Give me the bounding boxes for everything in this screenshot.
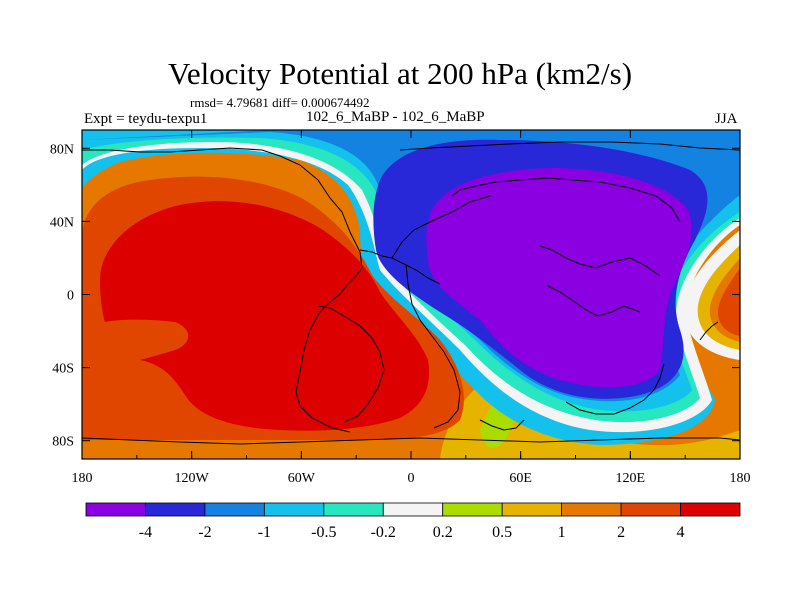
colorbar-label: 2 — [617, 524, 625, 541]
colorbar-swatch — [501, 502, 563, 517]
run-label: 102_6_MaBP - 102_6_MaBP — [306, 109, 485, 125]
colorbar-swatch — [382, 502, 444, 517]
contour-field — [82, 130, 740, 459]
y-axis-ticks: 80N 40N 0 40S 80S — [50, 142, 740, 450]
x-tick-label: 120E — [616, 471, 646, 486]
x-tick-label: 0 — [408, 471, 415, 486]
colorbar-swatch — [145, 502, 206, 517]
y-tick-label: 80N — [50, 142, 74, 157]
colorbar-label: 0.2 — [433, 524, 453, 541]
x-tick-label: 60W — [288, 471, 316, 486]
colorbar-swatch — [263, 502, 325, 517]
colorbar: -4 -2 -1 -0.5 -0.2 0.2 0.5 1 2 4 — [85, 502, 741, 541]
colorbar-swatch — [561, 502, 622, 517]
y-tick-label: 40S — [52, 362, 74, 377]
y-tick-label: 40N — [50, 215, 74, 230]
colorbar-label: -0.5 — [311, 524, 336, 541]
colorbar-swatch — [620, 502, 681, 517]
band-purple — [426, 168, 692, 388]
x-tick-label: 120W — [175, 471, 210, 486]
y-tick-label: 80S — [52, 435, 74, 450]
x-tick-label: 60E — [509, 471, 532, 486]
colorbar-label: -1 — [258, 524, 271, 541]
stats-text: rmsd= 4.79681 diff= 0.000674492 — [190, 95, 370, 110]
colorbar-swatch — [323, 502, 384, 517]
colorbar-label: 1 — [558, 524, 566, 541]
colorbar-label: -0.2 — [371, 524, 396, 541]
colorbar-swatch — [85, 502, 146, 517]
coastlines — [82, 141, 740, 445]
colorbar-label: 0.5 — [492, 524, 512, 541]
y-tick-label: 0 — [67, 289, 74, 304]
colorbar-label: -2 — [198, 524, 211, 541]
colorbar-label: 4 — [677, 524, 685, 541]
x-tick-label: 180 — [72, 471, 93, 486]
colorbar-label: -4 — [139, 524, 152, 541]
season-label: JJA — [715, 111, 738, 127]
band-gt-4 — [100, 201, 430, 431]
colorbar-swatch — [204, 502, 265, 517]
colorbar-swatch — [442, 502, 503, 517]
x-axis-ticks: 180 120W 60W 0 60E 120E 180 — [72, 130, 751, 486]
x-tick-label: 180 — [730, 471, 751, 486]
colorbar-swatch — [680, 502, 741, 517]
experiment-label: Expt = teydu-texpu1 — [84, 111, 208, 127]
band-west-lobe — [82, 319, 189, 372]
chart-title: Velocity Potential at 200 hPa (km2/s) — [167, 56, 633, 91]
band-pacific-redorange — [718, 268, 740, 336]
